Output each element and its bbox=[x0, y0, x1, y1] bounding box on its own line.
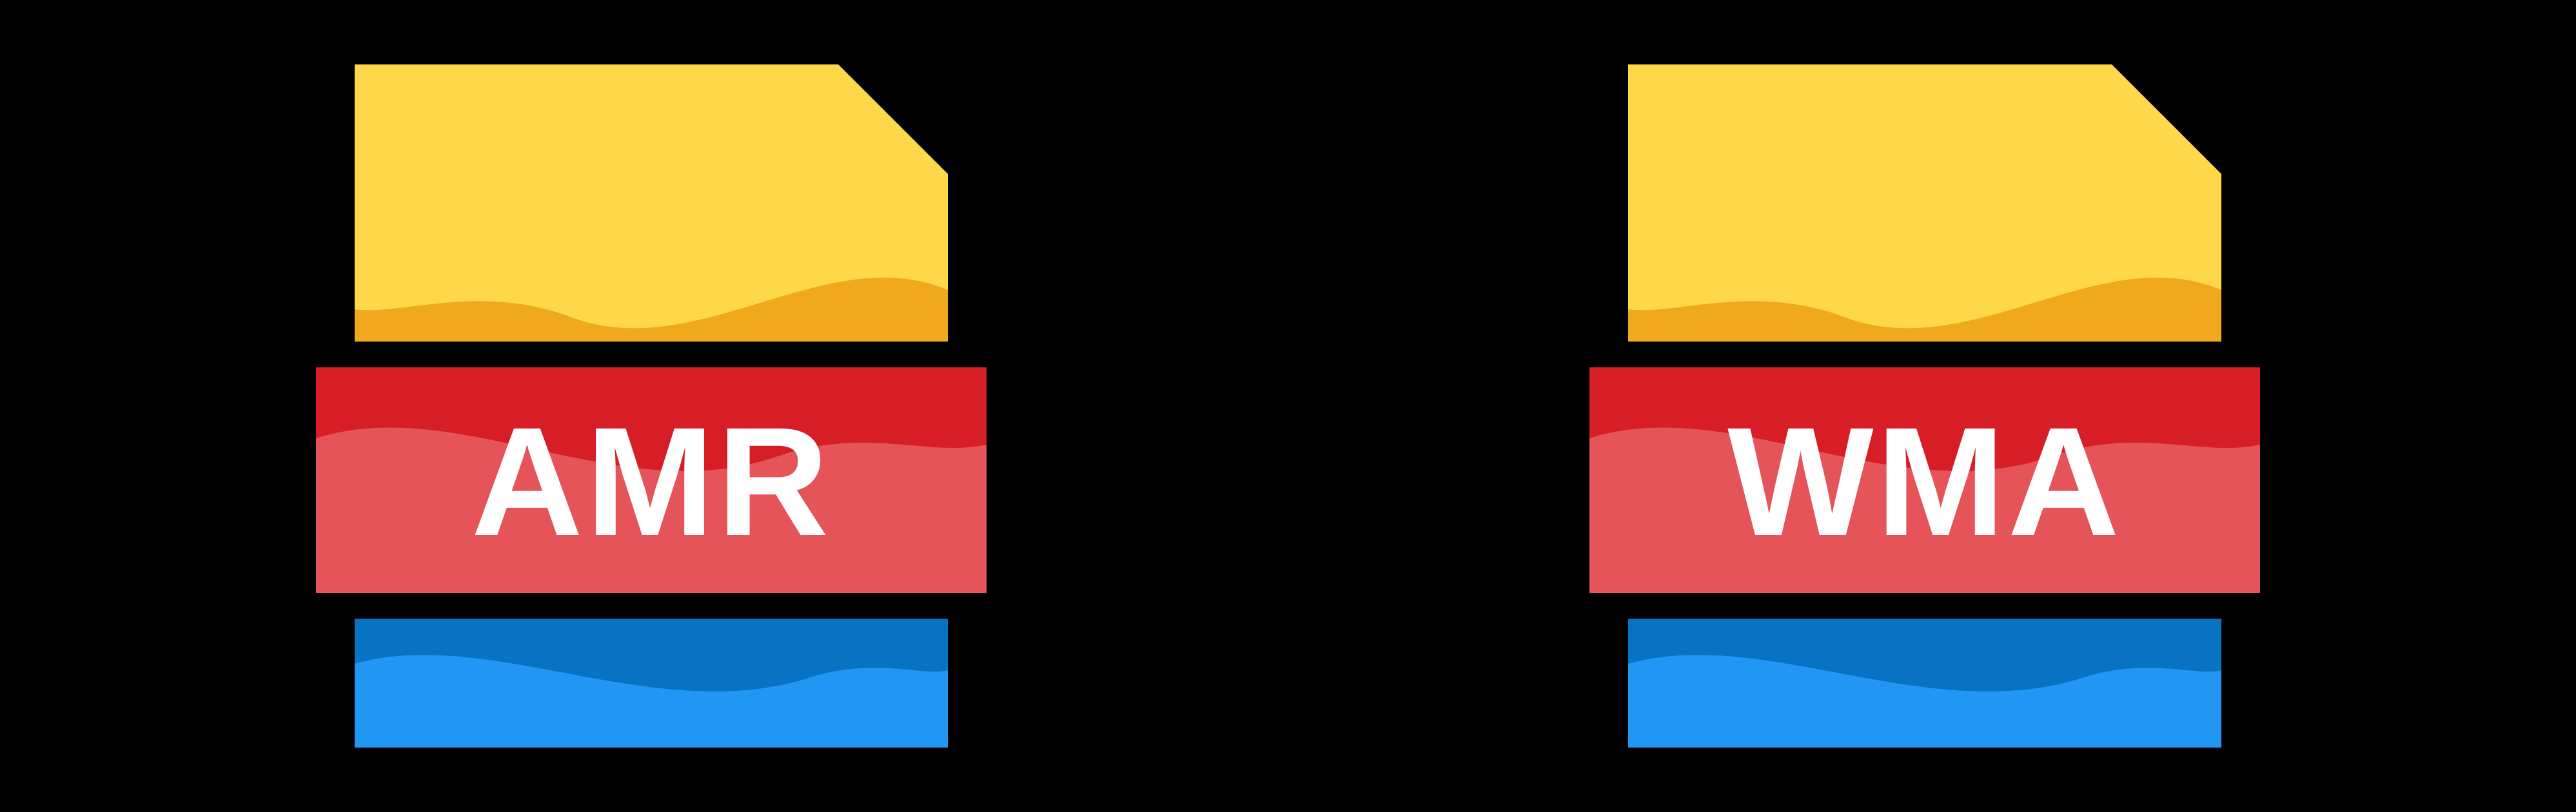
top-band bbox=[355, 64, 948, 342]
label-band: AMR bbox=[316, 367, 987, 593]
bottom-band bbox=[355, 619, 948, 748]
stage: AMR WMA bbox=[0, 0, 2576, 812]
format-label: WMA bbox=[1727, 395, 2122, 568]
bottom-band bbox=[1628, 619, 2221, 748]
file-icon-svg: AMR bbox=[297, 45, 1006, 767]
label-band: WMA bbox=[1589, 367, 2260, 593]
file-icon-wma: WMA bbox=[1570, 45, 2279, 767]
top-band bbox=[1628, 64, 2221, 342]
format-label: AMR bbox=[471, 395, 832, 568]
file-icon-svg: WMA bbox=[1570, 45, 2279, 767]
file-icon-amr: AMR bbox=[297, 45, 1006, 767]
